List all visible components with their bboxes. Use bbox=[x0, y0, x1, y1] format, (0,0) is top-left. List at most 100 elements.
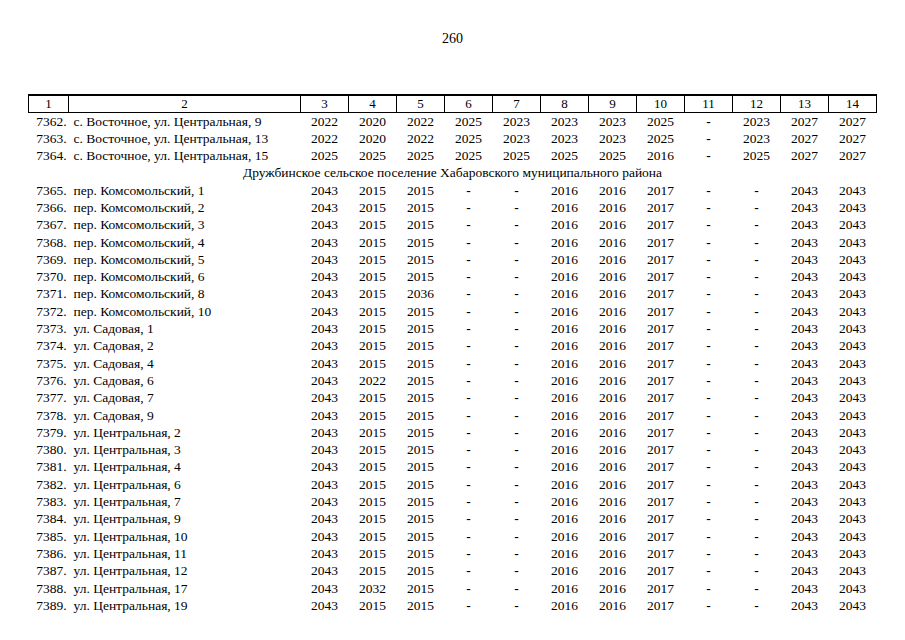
year-cell: - bbox=[733, 493, 781, 510]
year-cell: 2016 bbox=[589, 337, 637, 354]
year-cell: 2043 bbox=[829, 476, 877, 493]
year-cell: 2043 bbox=[301, 476, 349, 493]
year-cell: 2043 bbox=[781, 320, 829, 337]
year-cell: 2017 bbox=[637, 251, 685, 268]
table-row: 7387.ул. Центральная, 12204320152015--20… bbox=[29, 562, 877, 579]
table-row: 7384.ул. Центральная, 9204320152015--201… bbox=[29, 510, 877, 527]
year-cell: 2025 bbox=[637, 130, 685, 147]
year-cell: 2017 bbox=[637, 234, 685, 251]
year-cell: - bbox=[733, 320, 781, 337]
column-header: 1 bbox=[29, 95, 69, 112]
year-cell: 2016 bbox=[589, 580, 637, 597]
year-cell: 2016 bbox=[541, 303, 589, 320]
year-cell: 2016 bbox=[589, 372, 637, 389]
year-cell: - bbox=[493, 303, 541, 320]
table-row: 7362.с. Восточное, ул. Центральная, 9202… bbox=[29, 112, 877, 130]
year-cell: - bbox=[733, 199, 781, 216]
address-cell: ул. Центральная, 12 bbox=[69, 562, 301, 579]
row-number: 7377. bbox=[29, 389, 69, 406]
column-header: 6 bbox=[445, 95, 493, 112]
column-header: 11 bbox=[685, 95, 733, 112]
year-cell: 2015 bbox=[349, 510, 397, 527]
year-cell: 2015 bbox=[349, 234, 397, 251]
year-cell: 2016 bbox=[541, 580, 589, 597]
year-cell: 2016 bbox=[589, 597, 637, 614]
year-cell: 2022 bbox=[397, 112, 445, 130]
year-cell: - bbox=[445, 458, 493, 475]
year-cell: 2025 bbox=[589, 147, 637, 164]
row-number: 7369. bbox=[29, 251, 69, 268]
year-cell: - bbox=[733, 216, 781, 233]
column-header: 4 bbox=[349, 95, 397, 112]
year-cell: - bbox=[733, 337, 781, 354]
year-cell: - bbox=[685, 147, 733, 164]
year-cell: 2015 bbox=[397, 493, 445, 510]
address-cell: ул. Садовая, 2 bbox=[69, 337, 301, 354]
year-cell: 2023 bbox=[589, 130, 637, 147]
year-cell: 2016 bbox=[589, 476, 637, 493]
year-cell: - bbox=[493, 407, 541, 424]
year-cell: - bbox=[493, 320, 541, 337]
address-cell: с. Восточное, ул. Центральная, 15 bbox=[69, 147, 301, 164]
year-cell: 2016 bbox=[589, 234, 637, 251]
year-cell: 2015 bbox=[397, 597, 445, 614]
year-cell: 2016 bbox=[637, 147, 685, 164]
table-row: 7380.ул. Центральная, 3204320152015--201… bbox=[29, 441, 877, 458]
year-cell: - bbox=[493, 234, 541, 251]
year-cell: 2017 bbox=[637, 580, 685, 597]
year-cell: 2015 bbox=[349, 285, 397, 302]
row-number: 7380. bbox=[29, 441, 69, 458]
year-cell: 2017 bbox=[637, 337, 685, 354]
year-cell: - bbox=[493, 441, 541, 458]
table-header: 1234567891011121314 bbox=[29, 95, 877, 112]
year-cell: - bbox=[733, 562, 781, 579]
year-cell: - bbox=[493, 337, 541, 354]
year-cell: - bbox=[493, 389, 541, 406]
year-cell: 2017 bbox=[637, 458, 685, 475]
year-cell: 2016 bbox=[541, 476, 589, 493]
year-cell: 2043 bbox=[829, 458, 877, 475]
year-cell: 2043 bbox=[301, 268, 349, 285]
year-cell: 2016 bbox=[541, 337, 589, 354]
year-cell: - bbox=[445, 372, 493, 389]
table-row: 7389.ул. Центральная, 19204320152015--20… bbox=[29, 597, 877, 614]
year-cell: 2043 bbox=[829, 510, 877, 527]
year-cell: - bbox=[685, 355, 733, 372]
year-cell: 2043 bbox=[829, 337, 877, 354]
year-cell: - bbox=[445, 320, 493, 337]
year-cell: - bbox=[733, 372, 781, 389]
row-number: 7374. bbox=[29, 337, 69, 354]
year-cell: - bbox=[493, 199, 541, 216]
year-cell: 2023 bbox=[541, 130, 589, 147]
table-row: 7375.ул. Садовая, 4204320152015--2016201… bbox=[29, 355, 877, 372]
year-cell: 2016 bbox=[541, 597, 589, 614]
address-cell: пер. Комсомольский, 6 bbox=[69, 268, 301, 285]
year-cell: 2027 bbox=[829, 130, 877, 147]
year-cell: 2017 bbox=[637, 216, 685, 233]
row-number: 7375. bbox=[29, 355, 69, 372]
year-cell: 2043 bbox=[301, 216, 349, 233]
table-body: 7362.с. Восточное, ул. Центральная, 9202… bbox=[29, 112, 877, 614]
year-cell: 2043 bbox=[301, 337, 349, 354]
year-cell: - bbox=[493, 476, 541, 493]
table-row: 7372.пер. Комсомольский, 10204320152015-… bbox=[29, 303, 877, 320]
year-cell: - bbox=[445, 303, 493, 320]
year-cell: 2016 bbox=[541, 372, 589, 389]
year-cell: 2043 bbox=[781, 303, 829, 320]
year-cell: 2043 bbox=[301, 424, 349, 441]
year-cell: - bbox=[445, 441, 493, 458]
table-row: 7377.ул. Садовая, 7204320152015--2016201… bbox=[29, 389, 877, 406]
year-cell: 2043 bbox=[301, 234, 349, 251]
year-cell: 2043 bbox=[301, 562, 349, 579]
year-cell: 2043 bbox=[781, 597, 829, 614]
year-cell: 2016 bbox=[541, 355, 589, 372]
year-cell: 2027 bbox=[781, 147, 829, 164]
year-cell: 2016 bbox=[589, 510, 637, 527]
year-cell: 2043 bbox=[301, 389, 349, 406]
year-cell: 2043 bbox=[781, 389, 829, 406]
year-cell: 2043 bbox=[301, 285, 349, 302]
year-cell: 2015 bbox=[349, 441, 397, 458]
column-header: 5 bbox=[397, 95, 445, 112]
year-cell: - bbox=[493, 268, 541, 285]
year-cell: 2015 bbox=[397, 234, 445, 251]
